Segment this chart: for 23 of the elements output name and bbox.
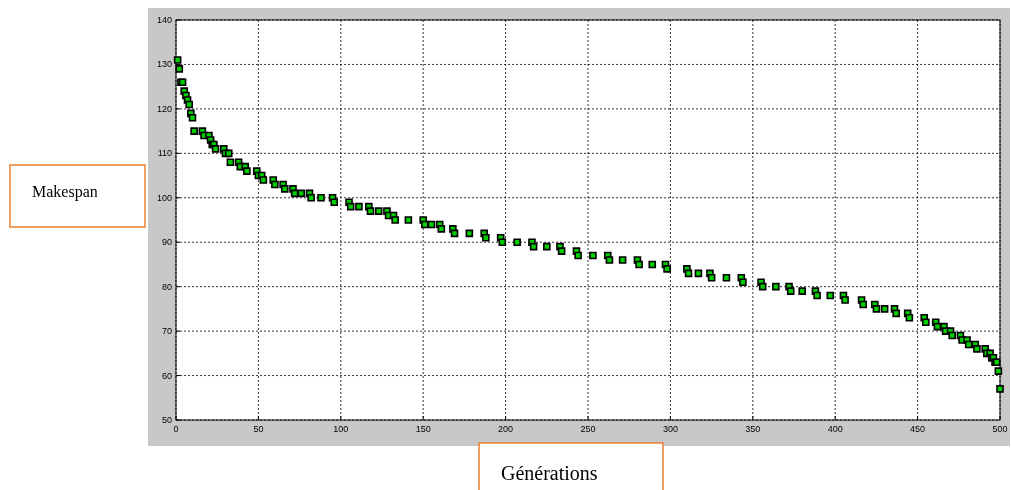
x-tick-label: 150 <box>415 424 431 434</box>
y-tick-label: 60 <box>161 370 172 381</box>
x-tick-label: 300 <box>662 424 678 434</box>
y-tick-label: 130 <box>156 59 172 70</box>
y-tick-label: 110 <box>157 148 172 159</box>
x-tick-label: 0 <box>173 424 179 434</box>
y-tick-label: 70 <box>161 326 172 337</box>
x-tick-label: 50 <box>253 424 264 434</box>
x-tick-label: 350 <box>745 424 761 434</box>
x-axis-title: Générations <box>501 462 598 484</box>
x-tick-label: 500 <box>992 424 1008 434</box>
x-tick-label: 450 <box>910 424 926 434</box>
x-tick-label: 200 <box>498 424 514 434</box>
y-tick-label: 50 <box>161 415 172 425</box>
y-tick-label: 80 <box>161 281 172 292</box>
x-tick-label: 250 <box>580 424 596 434</box>
y-tick-label: 120 <box>156 103 172 114</box>
y-tick-label: 90 <box>161 237 172 248</box>
y-tick-label: 100 <box>156 192 172 203</box>
x-tick-label: 400 <box>827 424 843 434</box>
x-tick-label: 100 <box>333 424 349 434</box>
y-axis-title: Makespan <box>32 183 98 201</box>
y-tick-label: 140 <box>156 15 172 25</box>
